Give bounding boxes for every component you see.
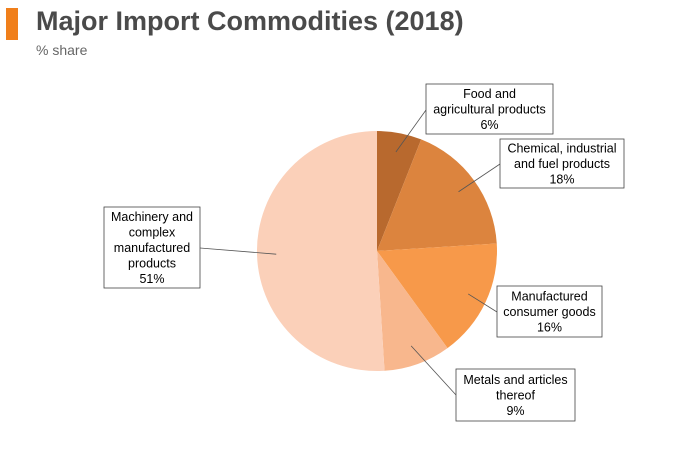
callout-box [425, 83, 554, 135]
pie-slices [256, 130, 497, 371]
callout-line [467, 293, 498, 313]
pie-slice [377, 243, 497, 349]
pie-slice [256, 130, 385, 371]
callout-box [499, 138, 625, 189]
slice-label: Chemical, industrial and fuel products 18% [507, 142, 616, 187]
slice-label: Machinery and complex manufactured products… [111, 210, 193, 286]
callout-box [496, 285, 603, 338]
pie-slice [377, 131, 422, 251]
callout-line [458, 163, 501, 193]
callout-line [199, 247, 277, 255]
title-accent-bar [6, 8, 18, 40]
slice-label: Metals and articles thereof 9% [463, 373, 567, 418]
callout-box [455, 368, 576, 422]
callout-box [103, 206, 201, 289]
chart-title: Major Import Commodities (2018) [36, 6, 464, 36]
pie-slice [377, 251, 448, 371]
callout-line [410, 345, 457, 396]
slice-label: Manufactured consumer goods 16% [503, 290, 595, 335]
slice-label: Food and agricultural products 6% [433, 87, 546, 132]
pie-callouts: Food and agricultural products 6% Chemical,… [103, 83, 625, 422]
pie-slice [377, 139, 497, 251]
chart-subtitle: % share [36, 42, 88, 58]
callout-line [395, 109, 427, 153]
